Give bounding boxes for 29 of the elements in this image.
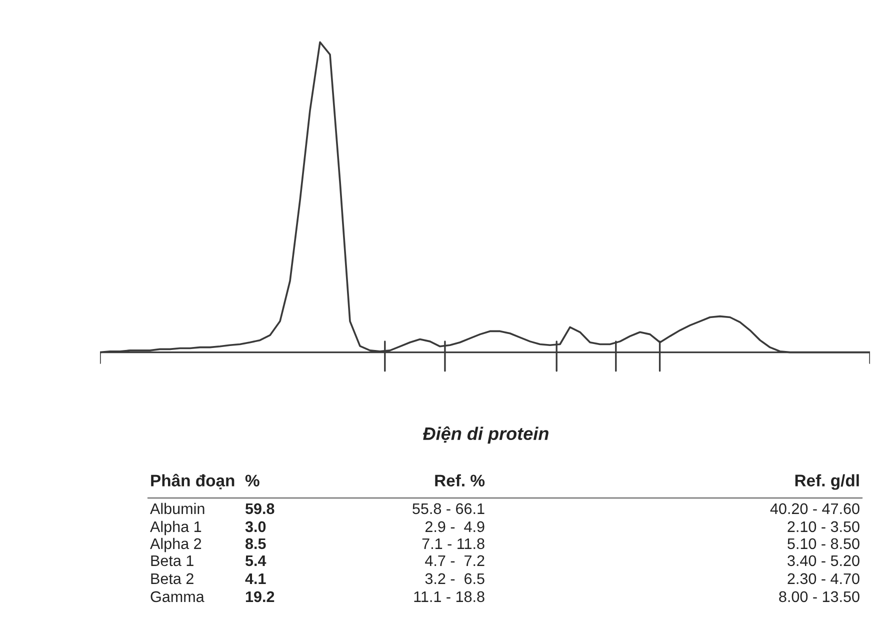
text: Alpha 2 [150, 538, 202, 552]
text: Ref. g/dl [795, 474, 859, 490]
text: 59.8 [245, 503, 274, 514]
text: 2.30 - 4.70 [788, 573, 860, 584]
text: 8.00 - 13.50 [779, 591, 860, 602]
text: 3.40 - 5.20 [788, 555, 860, 566]
text: 2.9 - 4.9 [425, 521, 484, 532]
text: % [245, 474, 260, 486]
text: Alpha 1 [150, 520, 202, 536]
text: Beta 2 [151, 573, 194, 584]
text: 55.8 - 66.1 [412, 503, 484, 514]
text: Beta 1 [151, 555, 194, 566]
text: Ref. % [435, 474, 485, 486]
text: 8.5 [245, 538, 266, 550]
text: Điện di protein [423, 426, 548, 444]
text: 19.2 [246, 591, 274, 602]
text: Gamma [150, 591, 204, 602]
text: 5.4 [245, 555, 266, 566]
text: 11.1 - 18.8 [414, 591, 484, 602]
text: 40.20 - 47.60 [770, 503, 860, 514]
text: 7.1 - 11.8 [422, 538, 484, 550]
text: 4.7 - 7.2 [425, 555, 484, 566]
text: 3.2 - 6.5 [425, 573, 484, 584]
text: 5.10 - 8.50 [788, 538, 860, 550]
text: 4.1 [245, 573, 266, 584]
text: 2.10 - 3.50 [788, 521, 860, 532]
text: 3.0 [245, 521, 266, 532]
text: Albumin [150, 502, 204, 514]
text: Phân đoạn [151, 474, 234, 490]
